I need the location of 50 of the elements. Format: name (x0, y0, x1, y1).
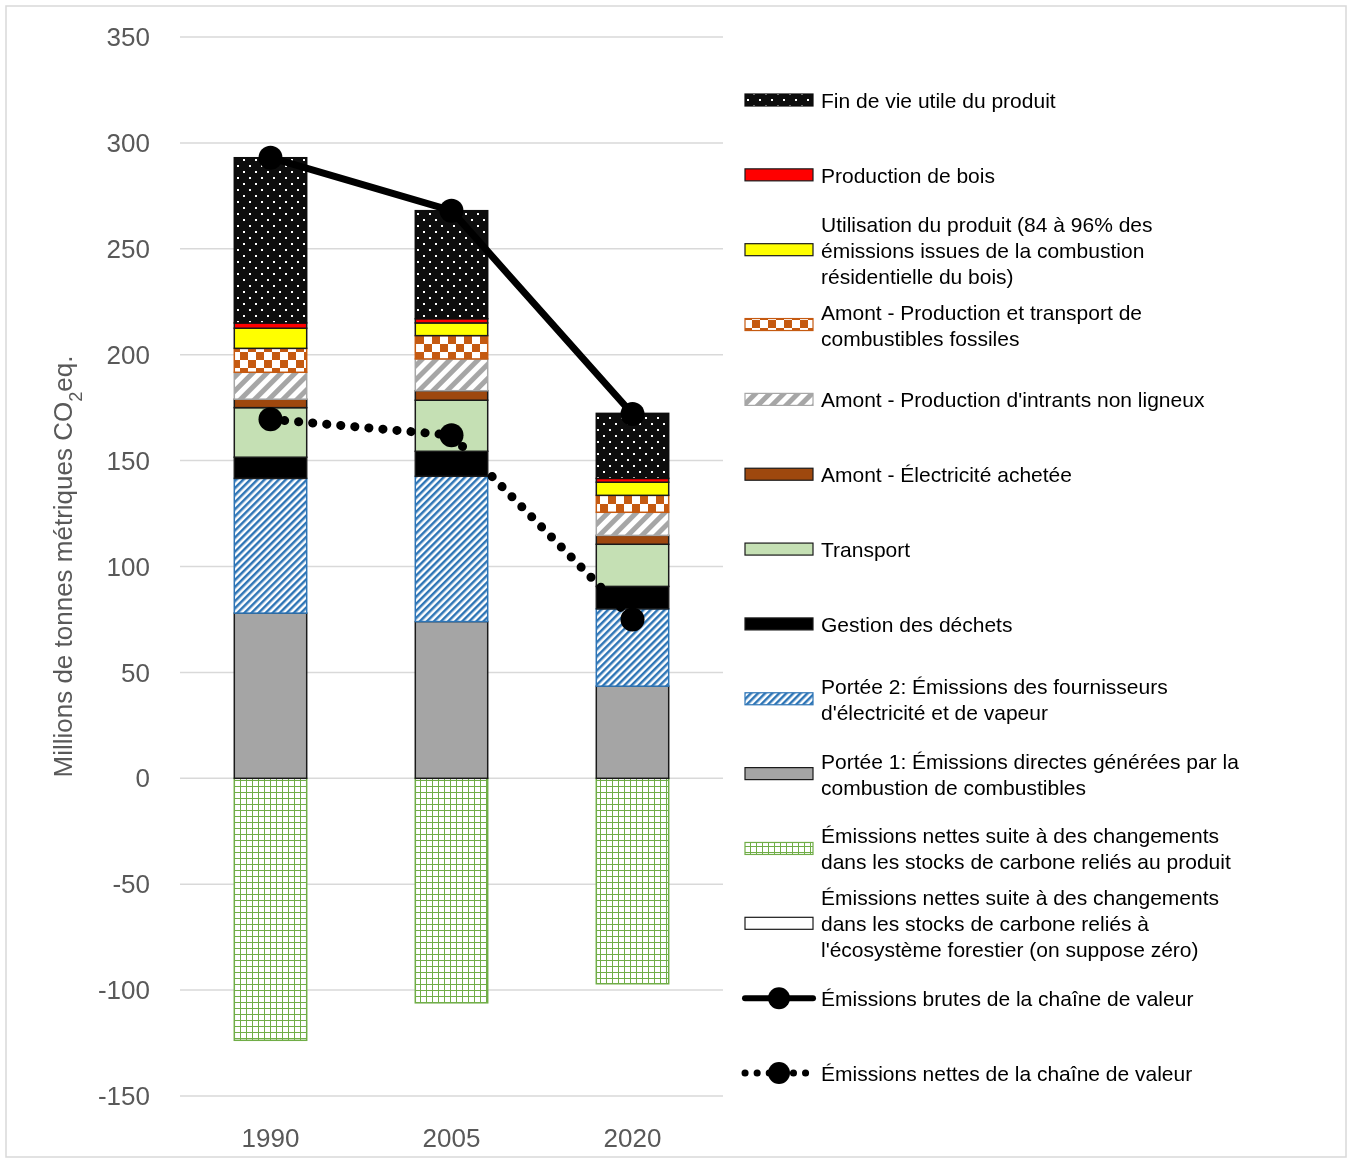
bar (414, 334, 489, 360)
bar (233, 477, 308, 614)
bar (414, 777, 489, 1004)
legend-label: Portée 2: Émissions des fournisseurs d'électricité et de vapeur (821, 674, 1168, 724)
y-tick-label: 0 (135, 763, 150, 794)
point (258, 145, 283, 170)
y-tick-label: 200 (106, 339, 150, 370)
legend-label: Portée 1: Émissions directes générées par la combustion de combustibles (821, 749, 1240, 799)
legend-label: Production de bois (821, 163, 995, 187)
bar (595, 685, 670, 780)
legend-label: Utilisation du produit (84 à 96% des émissions issues de la combustion résidentielle du bois) (821, 212, 1153, 288)
y-tick-label: 50 (121, 657, 150, 688)
bar (233, 327, 308, 350)
y-tick-label: -50 (112, 869, 150, 900)
legend-label: Gestion des déchets (821, 612, 1013, 636)
legend-label: Amont - Électricité achetée (821, 463, 1072, 487)
x-tick-label: 1990 (241, 1123, 300, 1153)
legend-label: Transport (821, 538, 911, 562)
bar (595, 777, 670, 985)
bar (414, 620, 489, 780)
x-tick-label: 2005 (422, 1123, 481, 1153)
legend-label: Amont - Production et transport de combustibles fossiles (821, 300, 1142, 350)
bar (233, 347, 308, 374)
legend-label: Émissions nettes suite à des changements dans les stocks de carbone reliés au produit (821, 824, 1231, 874)
bar (414, 475, 489, 623)
y-tick-label: 300 (106, 128, 150, 158)
bar (233, 156, 308, 324)
legend-label: Amont - Production d'intrants non ligneux (821, 388, 1205, 412)
y-tick-label: -100 (97, 975, 150, 1006)
x-tick-label: 2020 (603, 1123, 662, 1153)
legend-label: Fin de vie utile du produit (821, 89, 1056, 112)
y-tick-label: 250 (106, 233, 150, 264)
y-tick-label: 100 (106, 551, 150, 582)
bar (233, 777, 308, 1042)
y-tick-label: 150 (106, 445, 150, 476)
bar (595, 494, 670, 514)
bar (595, 412, 670, 480)
bar (414, 209, 489, 320)
bar (233, 612, 308, 780)
bar (595, 511, 670, 537)
bar (233, 371, 308, 400)
legend-label: Émissions brutes de la chaîne de valeur (821, 987, 1194, 1011)
y-tick-label: -150 (97, 1081, 150, 1112)
legend-label: Émissions nettes suite à des changements dans les stocks de carbone reliés à l'écosystème forestier (on suppose zéro) (821, 886, 1220, 962)
point (439, 198, 464, 223)
legend-label: Émissions nettes de la chaîne de valeur (821, 1062, 1193, 1085)
bar (414, 358, 489, 392)
point (620, 402, 645, 426)
point (620, 607, 645, 632)
y-tick-label: 350 (106, 22, 150, 53)
